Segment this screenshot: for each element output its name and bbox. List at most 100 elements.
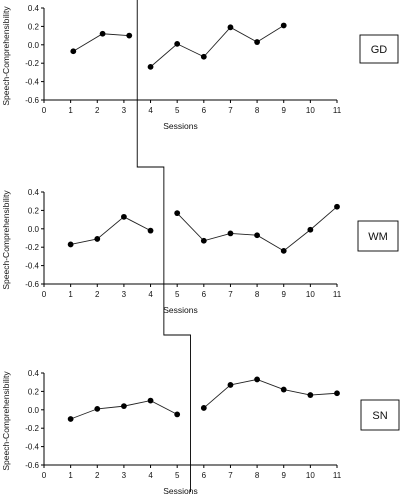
- x-tick-label: 0: [42, 106, 47, 115]
- x-tick-label: 7: [228, 106, 233, 115]
- x-tick-label: 11: [333, 290, 342, 299]
- y-tick-label: -0.4: [25, 443, 39, 452]
- data-point: [99, 30, 106, 37]
- series-line-2: [150, 25, 284, 68]
- x-tick-label: 9: [282, 471, 287, 480]
- data-point: [70, 48, 77, 55]
- data-point: [147, 63, 154, 70]
- data-point: [280, 386, 287, 393]
- x-tick-label: 6: [202, 290, 207, 299]
- x-tick-label: 9: [282, 106, 287, 115]
- chart-panel-sn: 0.4 0.2 0.0 -0.2 -0.4 -0.60 1 2 3 4 5 6 7 8 9 10 11 Sessi…: [1, 369, 400, 496]
- y-tick-label: -0.2: [25, 59, 39, 68]
- data-point: [121, 403, 127, 410]
- x-tick-label: 8: [255, 290, 260, 299]
- data-point: [147, 397, 154, 404]
- y-tick-label: 0.0: [28, 406, 40, 415]
- y-tick-label: 0.4: [28, 369, 40, 378]
- x-tick-label: 6: [202, 471, 207, 480]
- data-point: [174, 411, 181, 418]
- x-tick-label: 10: [306, 106, 315, 115]
- data-point: [227, 230, 234, 237]
- data-point: [307, 392, 314, 398]
- chart-panel-wm: 0.4 0.2 0.0 -0.2 -0.4 -0.60 1 2 3 4 5 6 7 8 9 10 11 Sessi…: [1, 188, 399, 315]
- phase-change-staircase: [136, 0, 191, 492]
- data-point: [254, 232, 260, 239]
- x-axis-label: Sessions: [163, 121, 198, 131]
- y-tick-label: -0.4: [25, 78, 39, 87]
- data-point: [94, 236, 101, 242]
- y-axis-label: Speech-Comprehensibility: [1, 190, 11, 290]
- panels: 0.40.20.0-0.2-0.4-0.60 1 2 3 4 5 6 7 8 9 10 11Sessi…: [1, 4, 400, 496]
- x-tick-label: 2: [95, 471, 100, 480]
- x-tick-label: 9: [282, 290, 287, 299]
- data-point: [147, 227, 154, 234]
- y-tick-label: -0.4: [25, 262, 39, 271]
- data-point: [200, 53, 207, 60]
- y-tick-label: 0.4: [28, 4, 40, 13]
- x-tick-label: 4: [148, 471, 153, 480]
- data-point: [280, 247, 287, 254]
- data-point: [200, 237, 207, 244]
- x-axis-label: Sessions: [163, 486, 198, 496]
- y-tick-label: -0.6: [25, 96, 39, 105]
- x-tick-label: 11: [333, 106, 342, 115]
- x-tick-label: 7: [228, 290, 233, 299]
- x-tick-label: 0: [42, 471, 47, 480]
- data-point: [67, 416, 74, 422]
- x-tick-label: 1: [68, 106, 73, 115]
- x-tick-label: 1: [68, 471, 73, 480]
- data-point: [254, 39, 260, 45]
- data-point: [126, 32, 133, 39]
- x-axis-label: Sessions: [163, 305, 198, 315]
- x-tick-label: 4: [148, 106, 153, 115]
- participant-label-box: [360, 399, 400, 431]
- data-point: [227, 382, 234, 388]
- series-line-2: [203, 378, 338, 409]
- x-tick-label: 2: [95, 106, 100, 115]
- chart-panel-gd: 0.4 0.2 0.0 -0.2 -0.4 -0.60 1 2 3 4 5 6 7 8 9 10 11 Sessi…: [1, 4, 399, 131]
- data-point: [280, 22, 287, 29]
- x-tick-label: 10: [306, 471, 315, 480]
- x-tick-label: 3: [122, 471, 127, 480]
- y-tick-label: -0.6: [25, 280, 39, 289]
- data-point: [227, 24, 234, 31]
- data-point: [174, 210, 181, 217]
- participant-label: SN: [372, 410, 387, 422]
- phase-change-lines: [136, 0, 191, 492]
- y-tick-label: 0.4: [28, 188, 40, 197]
- x-tick-label: 5: [175, 290, 180, 299]
- y-tick-label: 0.2: [28, 22, 40, 31]
- participant-label: WM: [368, 231, 388, 243]
- x-tick-label: 8: [255, 471, 260, 480]
- participant-label-box: [359, 34, 399, 64]
- y-tick-label: 0.0: [28, 225, 40, 234]
- data-point: [254, 376, 260, 383]
- data-point: [334, 203, 340, 210]
- y-tick-label: -0.2: [25, 243, 39, 252]
- data-point: [307, 226, 314, 233]
- data-point: [67, 241, 74, 248]
- participant-label: GD: [371, 44, 388, 56]
- y-axis-label: Speech-Comprehensibility: [1, 6, 11, 106]
- x-tick-label: 8: [255, 106, 260, 115]
- y-tick-label: 0.2: [28, 206, 40, 215]
- x-tick-label: 7: [228, 471, 233, 480]
- x-tick-label: 3: [122, 290, 127, 299]
- data-point: [200, 405, 207, 411]
- data-point: [334, 390, 340, 397]
- x-tick-label: 11: [333, 471, 342, 480]
- x-tick-label: 0: [42, 290, 47, 299]
- x-tick-label: 10: [306, 290, 315, 299]
- y-tick-label: 0.2: [28, 387, 40, 396]
- data-point: [174, 40, 181, 47]
- y-tick-label: 0.0: [28, 41, 40, 50]
- y-tick-label: -0.2: [25, 424, 39, 433]
- x-tick-label: 3: [122, 106, 127, 115]
- x-tick-label: 5: [175, 471, 180, 480]
- x-tick-label: 1: [68, 290, 73, 299]
- x-tick-label: 5: [175, 106, 180, 115]
- series-line-1: [70, 216, 151, 245]
- data-point: [94, 405, 101, 412]
